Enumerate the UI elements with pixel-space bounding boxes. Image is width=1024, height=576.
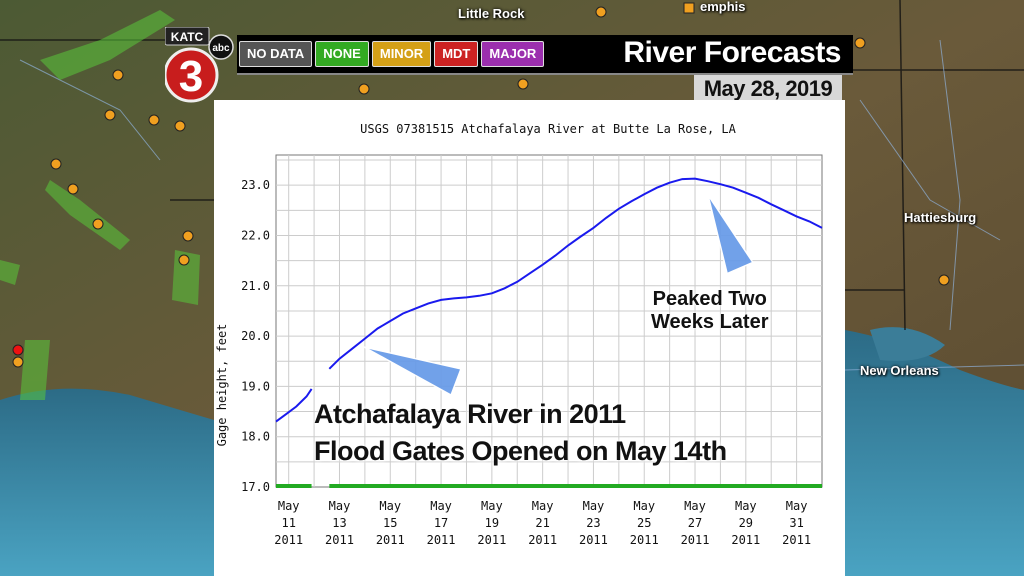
station-logo: KATC abc 3 (165, 27, 234, 103)
x-tick-year: 2011 (579, 533, 608, 547)
x-tick-day: 27 (688, 516, 702, 530)
x-tick-year: 2011 (681, 533, 710, 547)
map-label-new-orleans: New Orleans (860, 363, 939, 378)
x-tick-month: May (684, 499, 706, 513)
x-tick-month: May (430, 499, 452, 513)
x-tick-month: May (278, 499, 300, 513)
map-label-little-rock: Little Rock (458, 6, 525, 21)
x-tick-year: 2011 (731, 533, 760, 547)
severity-legend: NO DATA NONE MINOR MDT MAJOR (239, 41, 545, 67)
x-tick-day: 21 (535, 516, 549, 530)
y-tick-label: 22.0 (241, 228, 270, 242)
map-label-hattiesburg: Hattiesburg (904, 210, 977, 225)
x-tick-month: May (329, 499, 351, 513)
x-tick-month: May (786, 499, 808, 513)
x-tick-day: 11 (281, 516, 295, 530)
x-tick-day: 31 (789, 516, 803, 530)
gage-height-line (275, 388, 313, 423)
y-tick-label: 23.0 (241, 178, 270, 192)
legend-chip-mdt: MDT (434, 41, 479, 67)
x-tick-year: 2011 (325, 533, 354, 547)
logo-tag (165, 27, 210, 46)
forecast-banner: NO DATA NONE MINOR MDT MAJOR River Forecasts (237, 35, 853, 75)
flood-caption-line-2: Flood Gates Opened on May 14th (314, 436, 727, 466)
gage-height-chart: USGS 07381515 Atchafalaya River at Butte… (215, 122, 823, 547)
gulf-water-right (845, 330, 1024, 576)
logo-letters: KATC (171, 30, 204, 44)
x-tick-day: 13 (332, 516, 346, 530)
logo-number: 3 (179, 52, 203, 101)
y-tick-label: 17.0 (241, 480, 270, 494)
x-tick-year: 2011 (477, 533, 506, 547)
flood-caption: Atchafalaya River in 2011 Flood Gates Op… (314, 396, 727, 470)
y-axis-ticks: 17.0 18.0 19.0 20.0 21.0 22.0 23.0 (241, 178, 270, 494)
rivers-highways (19, 39, 1024, 371)
x-tick-month: May (532, 499, 554, 513)
x-tick-day: 23 (586, 516, 600, 530)
legend-chip-none: NONE (315, 41, 369, 67)
gulf-water-left (0, 388, 214, 576)
logo-disc (165, 47, 219, 103)
x-axis-ticks: May 11 2011 May 13 2011 May 15 2011 May 17 2011 May 1… (274, 499, 811, 547)
gage-height-chart-panel: USGS 07381515 Atchafalaya River at Butte… (214, 100, 845, 576)
peak-annotation: Peaked Two Weeks Later (651, 288, 768, 334)
logo-network-circle (208, 34, 234, 60)
x-tick-year: 2011 (630, 533, 659, 547)
peak-annotation-line-2: Weeks Later (651, 311, 769, 333)
x-tick-month: May (735, 499, 757, 513)
legend-chip-major: MAJOR (481, 41, 545, 67)
x-tick-year: 2011 (528, 533, 557, 547)
x-tick-year: 2011 (782, 533, 811, 547)
gauge-points (12, 2, 950, 368)
x-tick-year: 2011 (427, 533, 456, 547)
lake-pontchartrain (870, 327, 945, 361)
x-tick-year: 2011 (274, 533, 303, 547)
x-tick-day: 17 (434, 516, 448, 530)
y-axis-label: Gage height, feet (215, 324, 229, 447)
gage-height-line (328, 177, 823, 370)
flood-gates-arrow (363, 346, 462, 397)
x-tick-month: May (583, 499, 605, 513)
x-tick-month: May (379, 499, 401, 513)
x-tick-day: 29 (739, 516, 753, 530)
x-tick-month: May (481, 499, 503, 513)
y-tick-label: 18.0 (241, 430, 270, 444)
peak-arrow (707, 194, 754, 275)
x-tick-day: 15 (383, 516, 397, 530)
chart-title: USGS 07381515 Atchafalaya River at Butte… (360, 122, 736, 136)
logo-network: abc (212, 43, 230, 54)
x-tick-day: 25 (637, 516, 651, 530)
flood-zones (0, 10, 200, 400)
map-label-memphis: emphis (700, 0, 746, 14)
peak-annotation-line-1: Peaked Two (652, 288, 767, 310)
y-tick-label: 21.0 (241, 279, 270, 293)
banner-title: River Forecasts (623, 36, 841, 69)
plot-area (275, 177, 823, 488)
x-tick-month: May (633, 499, 655, 513)
y-tick-label: 19.0 (241, 379, 270, 393)
x-tick-year: 2011 (376, 533, 405, 547)
legend-chip-minor: MINOR (371, 41, 432, 67)
x-tick-day: 19 (485, 516, 499, 530)
y-tick-label: 20.0 (241, 329, 270, 343)
flood-caption-line-1: Atchafalaya River in 2011 (314, 399, 626, 429)
legend-chip-no-data: NO DATA (239, 41, 313, 67)
